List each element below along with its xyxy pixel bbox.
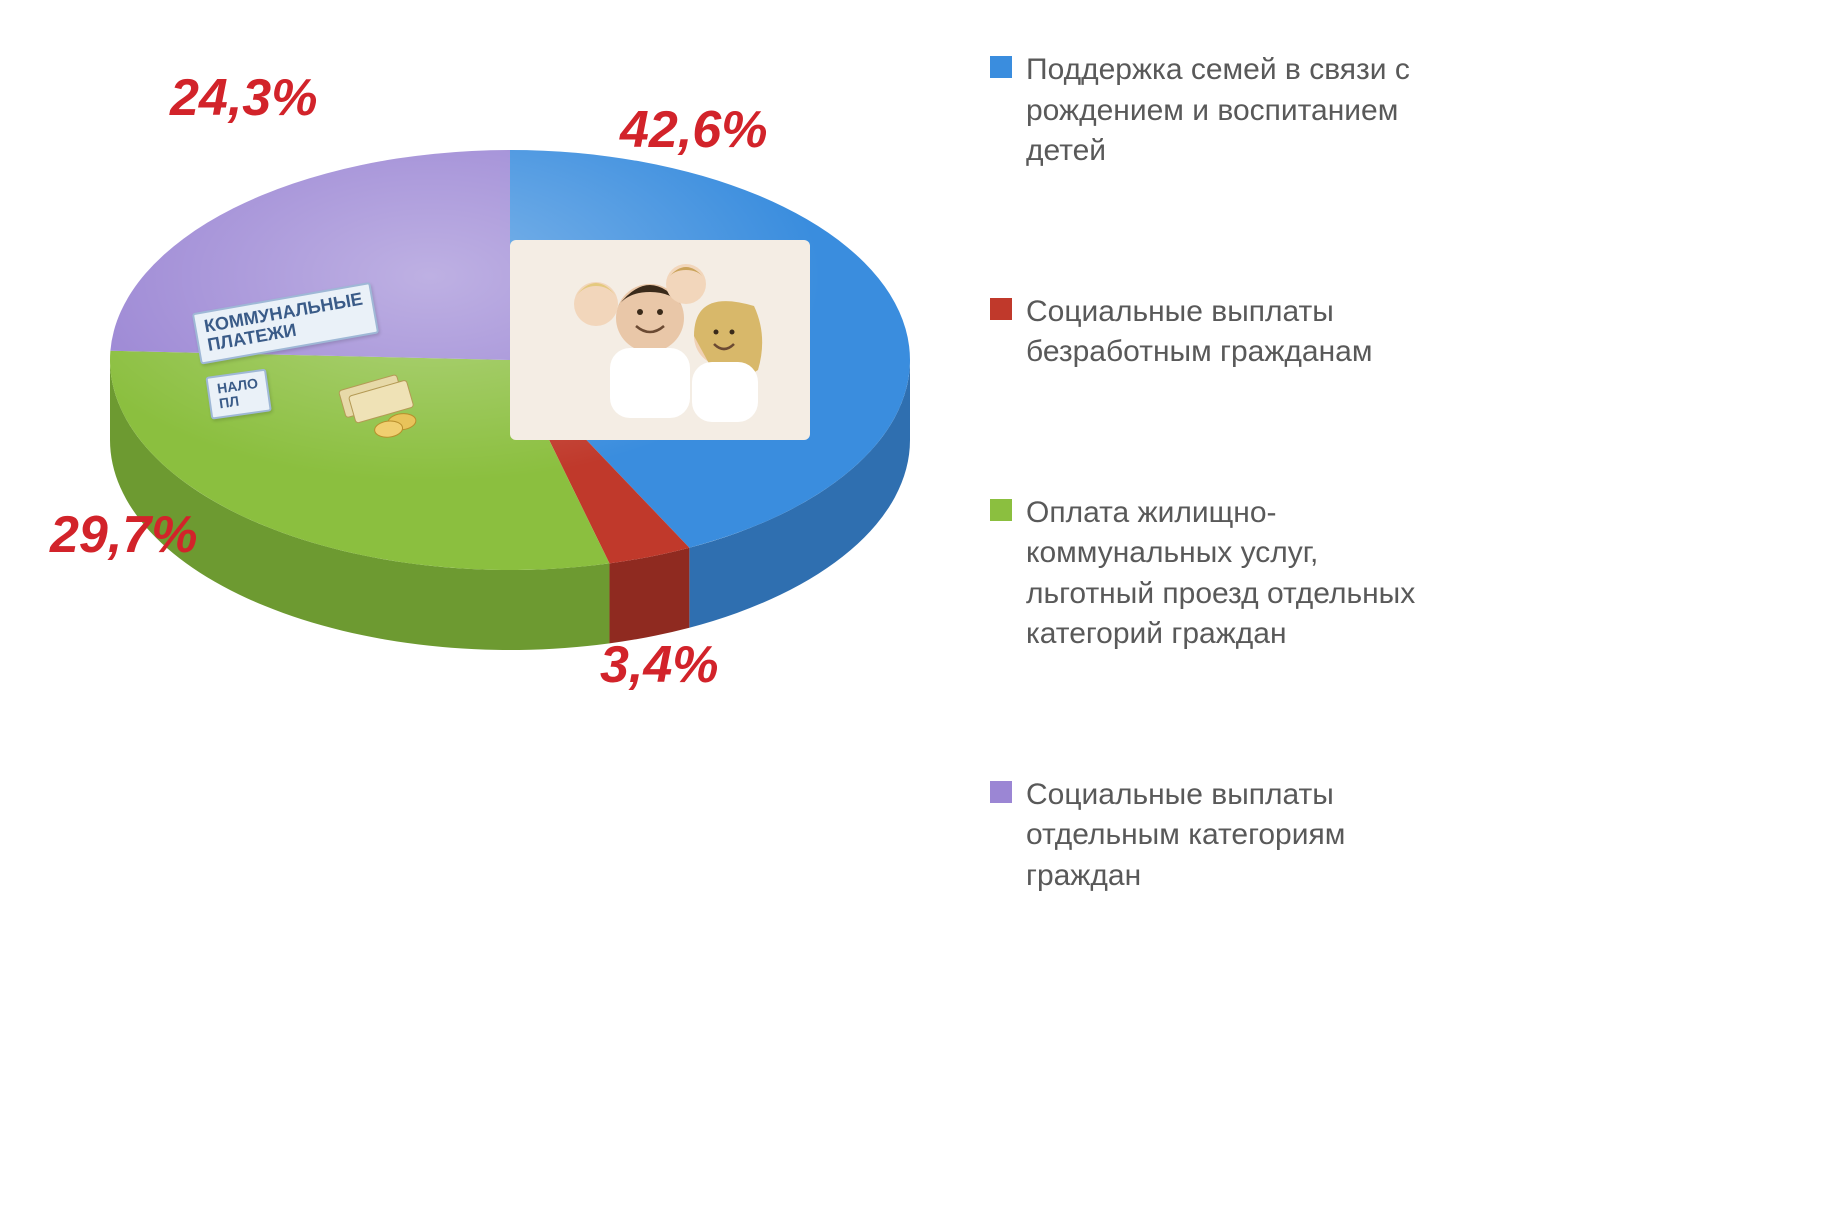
legend-label-utilities: Оплата жилищно-коммунальных услуг, льгот…: [1026, 493, 1446, 655]
pct-label-other: 24,3%: [170, 68, 317, 128]
legend-label-family: Поддержка семей в связи с рождением и во…: [1026, 50, 1446, 172]
money-icon: [333, 365, 430, 444]
legend-label-other: Социальные выплаты отдельным категориям …: [1026, 775, 1446, 897]
legend-swatch-other: [990, 781, 1012, 803]
pie-chart: КОММУНАЛЬНЫЕ ПЛАТЕЖИ НАЛО ПЛ 42,6% 3,4% 29…: [40, 60, 940, 760]
legend-swatch-family: [990, 56, 1012, 78]
chart-stage: КОММУНАЛЬНЫЕ ПЛАТЕЖИ НАЛО ПЛ 42,6% 3,4% 29…: [0, 0, 1822, 1216]
family-illustration: [510, 240, 810, 440]
legend-swatch-utilities: [990, 499, 1012, 521]
utility-card-2: НАЛО ПЛ: [205, 369, 272, 420]
legend-label-unemployed: Социальные выплаты безработным гражданам: [1026, 292, 1446, 373]
slice-side-unemployed: [609, 548, 689, 644]
legend: Поддержка семей в связи с рождением и во…: [990, 50, 1450, 1016]
pct-label-family: 42,6%: [620, 100, 767, 160]
pct-label-unemployed: 3,4%: [600, 635, 719, 695]
legend-item-other: Социальные выплаты отдельным категориям …: [990, 775, 1450, 897]
legend-item-utilities: Оплата жилищно-коммунальных услуг, льгот…: [990, 493, 1450, 655]
family-image-overlay: [510, 240, 810, 440]
pct-label-utilities: 29,7%: [50, 505, 197, 565]
utilities-image-overlay: КОММУНАЛЬНЫЕ ПЛАТЕЖИ НАЛО ПЛ: [193, 284, 427, 456]
legend-swatch-unemployed: [990, 298, 1012, 320]
legend-item-family: Поддержка семей в связи с рождением и во…: [990, 50, 1450, 172]
legend-item-unemployed: Социальные выплаты безработным гражданам: [990, 292, 1450, 373]
